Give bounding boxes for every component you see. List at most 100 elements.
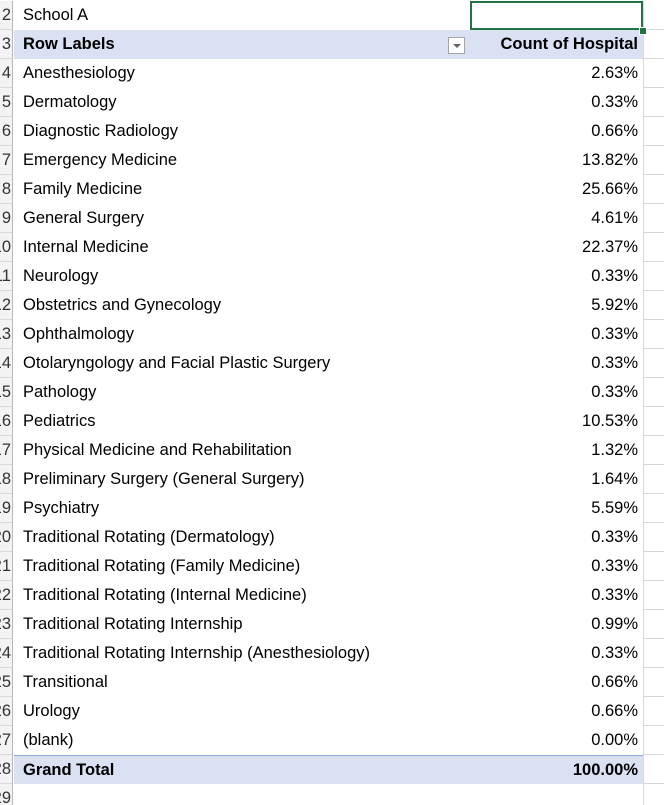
row-value[interactable]: 0.99% (591, 615, 638, 633)
row-value[interactable]: 0.00% (591, 731, 638, 749)
row-number[interactable]: 16 (0, 407, 13, 436)
empty-cell[interactable] (643, 407, 664, 436)
row-value[interactable]: 0.33% (591, 383, 638, 401)
row-number[interactable]: 3 (0, 30, 13, 59)
row-label[interactable]: Anesthesiology (23, 64, 135, 82)
row-label[interactable]: Pathology (23, 383, 97, 401)
header-label[interactable]: Row Labels (14, 30, 470, 59)
empty-cell[interactable] (643, 436, 664, 465)
row-label[interactable]: Traditional Rotating (Dermatology) (23, 528, 275, 546)
row-number[interactable]: 19 (0, 494, 13, 523)
row-label[interactable]: Pediatrics (23, 412, 96, 430)
row-value[interactable]: 22.37% (582, 238, 638, 256)
empty-cell[interactable] (643, 552, 664, 581)
row-number[interactable]: 21 (0, 552, 13, 581)
total-value[interactable]: 100.00% (470, 755, 643, 784)
row-number[interactable]: 22 (0, 581, 13, 610)
empty-cell[interactable] (643, 523, 664, 552)
row-label[interactable]: Traditional Rotating (Family Medicine) (23, 557, 301, 575)
row-value[interactable]: 0.33% (591, 354, 638, 372)
row-label[interactable]: Urology (23, 702, 80, 720)
row-label[interactable]: Preliminary Surgery (General Surgery) (23, 470, 305, 488)
empty-cell[interactable] (643, 668, 664, 697)
row-label[interactable]: Diagnostic Radiology (23, 122, 179, 140)
empty-cell[interactable] (643, 59, 664, 88)
row-value[interactable]: 0.33% (591, 586, 638, 604)
row-number[interactable]: 2 (0, 1, 13, 30)
row-value[interactable]: 0.33% (591, 93, 638, 111)
row-label[interactable]: Physical Medicine and Rehabilitation (23, 441, 292, 459)
filter-dropdown[interactable] (448, 37, 465, 54)
row-number[interactable]: 29 (0, 784, 13, 805)
row-value[interactable]: 10.53% (582, 412, 638, 430)
row-number[interactable]: 4 (0, 59, 13, 88)
row-number[interactable]: 13 (0, 320, 13, 349)
row-number[interactable]: 23 (0, 610, 13, 639)
row-number[interactable]: 9 (0, 204, 13, 233)
empty-cell[interactable] (643, 88, 664, 117)
row-label[interactable]: Psychiatry (23, 499, 100, 517)
selected-cell[interactable] (470, 1, 643, 30)
row-value[interactable]: 0.66% (591, 673, 638, 691)
row-number[interactable]: 17 (0, 436, 13, 465)
row-number[interactable]: 18 (0, 465, 13, 494)
empty-cell[interactable] (643, 755, 664, 784)
empty-cell[interactable] (643, 697, 664, 726)
row-value[interactable]: 0.33% (591, 644, 638, 662)
empty-cell[interactable] (643, 378, 664, 407)
empty-cell[interactable] (643, 494, 664, 523)
row-value[interactable]: 5.59% (591, 499, 638, 517)
row-label[interactable]: Transitional (23, 673, 108, 691)
empty-cell[interactable] (643, 146, 664, 175)
header-value[interactable]: Count of Hospital (470, 30, 643, 59)
row-number[interactable]: 8 (0, 175, 13, 204)
filter-cell[interactable]: School A (23, 6, 89, 24)
row-number[interactable]: 7 (0, 146, 13, 175)
row-label[interactable]: General Surgery (23, 209, 145, 227)
row-value[interactable]: 4.61% (591, 209, 638, 227)
row-number[interactable]: 14 (0, 349, 13, 378)
row-value[interactable]: 1.32% (591, 441, 638, 459)
row-value[interactable]: 0.66% (591, 702, 638, 720)
empty-cell[interactable] (643, 349, 664, 378)
empty-cell[interactable] (643, 291, 664, 320)
row-number[interactable]: 6 (0, 117, 13, 146)
empty-cell[interactable] (643, 262, 664, 291)
row-number[interactable]: 11 (0, 262, 13, 291)
empty-cell[interactable] (643, 233, 664, 262)
row-value[interactable]: 0.33% (591, 557, 638, 575)
empty-cell[interactable] (643, 639, 664, 668)
row-number[interactable]: 10 (0, 233, 13, 262)
empty-cell[interactable] (643, 784, 664, 805)
row-value[interactable]: 2.63% (591, 64, 638, 82)
row-value[interactable]: 0.33% (591, 325, 638, 343)
empty-cell[interactable] (643, 30, 664, 59)
row-number[interactable]: 28 (0, 755, 13, 784)
row-label[interactable]: Obstetrics and Gynecology (23, 296, 222, 314)
empty-cell[interactable] (643, 581, 664, 610)
empty-cell[interactable] (643, 204, 664, 233)
row-number[interactable]: 26 (0, 697, 13, 726)
row-number[interactable]: 5 (0, 88, 13, 117)
empty-cell[interactable] (643, 465, 664, 494)
row-number[interactable]: 20 (0, 523, 13, 552)
row-number[interactable]: 12 (0, 291, 13, 320)
empty-cell[interactable] (643, 1, 664, 30)
row-number[interactable]: 25 (0, 668, 13, 697)
row-label[interactable]: Family Medicine (23, 180, 143, 198)
empty-cell[interactable] (643, 175, 664, 204)
row-value[interactable]: 13.82% (582, 151, 638, 169)
row-value[interactable]: 0.33% (591, 267, 638, 285)
empty-cell[interactable] (643, 117, 664, 146)
row-label[interactable]: Traditional Rotating (Internal Medicine) (23, 586, 307, 604)
total-label[interactable]: Grand Total (14, 755, 470, 784)
row-label[interactable]: (blank) (23, 731, 74, 749)
empty-cell[interactable] (643, 610, 664, 639)
row-value[interactable]: 0.66% (591, 122, 638, 140)
row-label[interactable]: Emergency Medicine (23, 151, 178, 169)
row-number[interactable]: 27 (0, 726, 13, 755)
fill-handle[interactable] (639, 27, 647, 35)
row-label[interactable]: Ophthalmology (23, 325, 134, 343)
row-number[interactable]: 15 (0, 378, 13, 407)
row-label[interactable]: Dermatology (23, 93, 117, 111)
